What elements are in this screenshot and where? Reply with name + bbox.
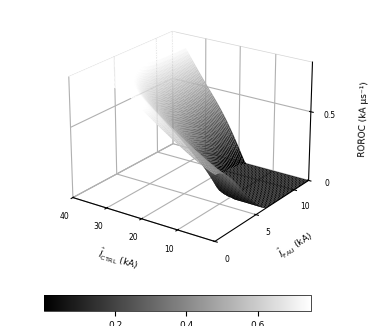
X-axis label: $\hat{I}_{\mathrm{CTRL}}$ (kA): $\hat{I}_{\mathrm{CTRL}}$ (kA) (96, 245, 141, 273)
Y-axis label: $\hat{I}_{\mathrm{FAU}}$ (kA): $\hat{I}_{\mathrm{FAU}}$ (kA) (276, 228, 316, 262)
